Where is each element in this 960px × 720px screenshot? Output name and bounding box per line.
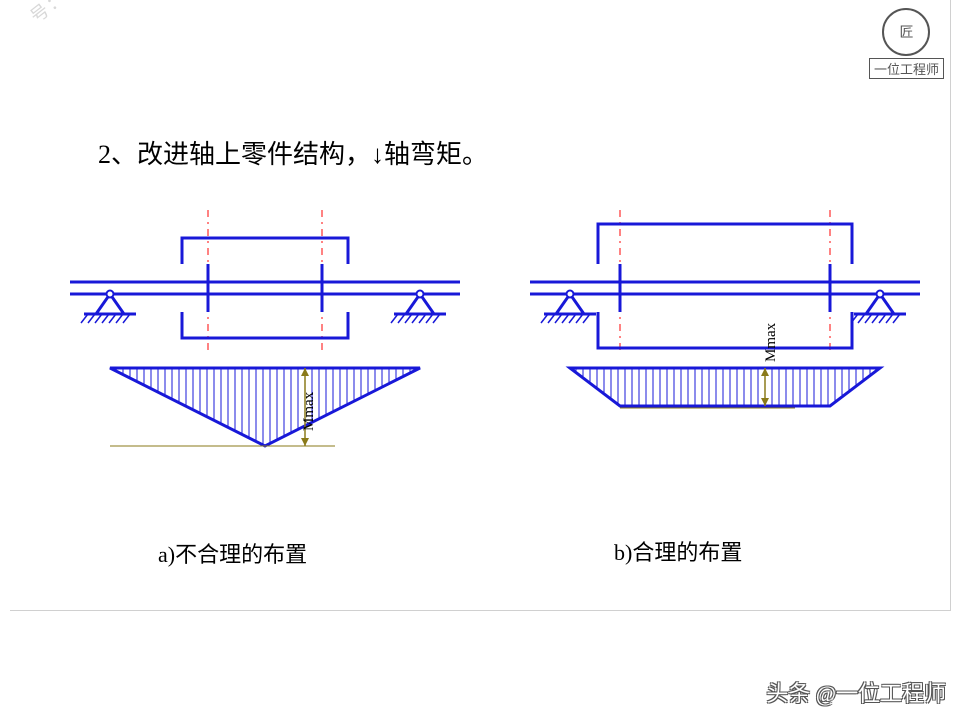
diagram-b: Mmax (520, 200, 930, 480)
caption-b: b)合理的布置 (614, 535, 742, 567)
logo-label: 一位工程师 (869, 58, 944, 79)
diagram-a: Mmax (60, 200, 470, 480)
caption-a: a)不合理的布置 (158, 537, 307, 569)
page-title: 2、改进轴上零件结构，↓轴弯矩。 (98, 134, 488, 171)
logo-icon: 匠 (882, 8, 930, 56)
watermark-top-left: 号：一位工程师 (24, 0, 150, 28)
svg-text:Mmax: Mmax (763, 322, 779, 362)
watermark-bottom-right: 头条 @一位工程师 (766, 676, 946, 708)
svg-text:Mmax: Mmax (301, 391, 317, 431)
logo: 匠 一位工程师 (869, 8, 944, 79)
